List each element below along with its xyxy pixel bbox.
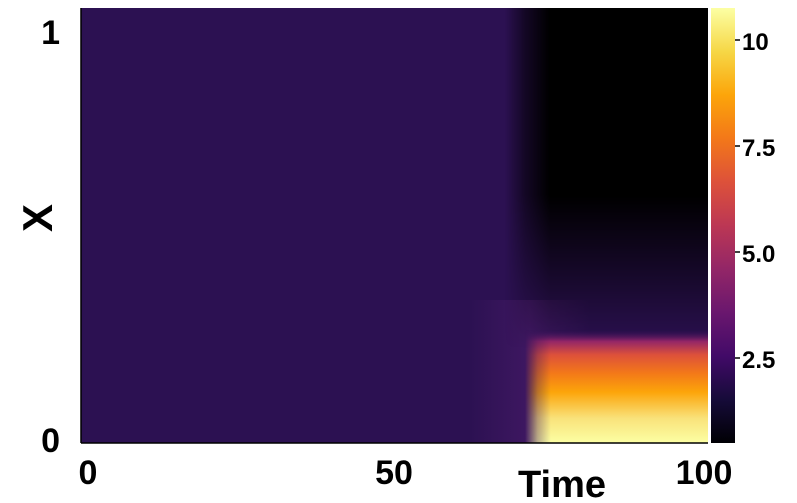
y-tick-label: 1 bbox=[41, 14, 60, 52]
colorbar bbox=[711, 8, 735, 443]
colorbar-ticks bbox=[735, 39, 740, 359]
colorbar-tick-label: 10 bbox=[742, 29, 769, 56]
heatmap-low-region bbox=[505, 8, 708, 348]
x-tick-label: 50 bbox=[375, 454, 413, 492]
x-tick-label: 100 bbox=[676, 454, 733, 492]
x-axis-label: Time bbox=[518, 464, 606, 503]
colorbar-tick-label: 7.5 bbox=[742, 135, 775, 162]
heatmap-area bbox=[81, 8, 708, 443]
colorbar-tick-label: 2.5 bbox=[742, 347, 775, 374]
y-tick-label: 0 bbox=[41, 422, 60, 460]
colorbar-tick-label: 5.0 bbox=[742, 241, 775, 268]
y-axis-label: X bbox=[14, 204, 61, 232]
x-tick-label: 0 bbox=[79, 454, 98, 492]
heatmap-high-region bbox=[525, 330, 708, 443]
